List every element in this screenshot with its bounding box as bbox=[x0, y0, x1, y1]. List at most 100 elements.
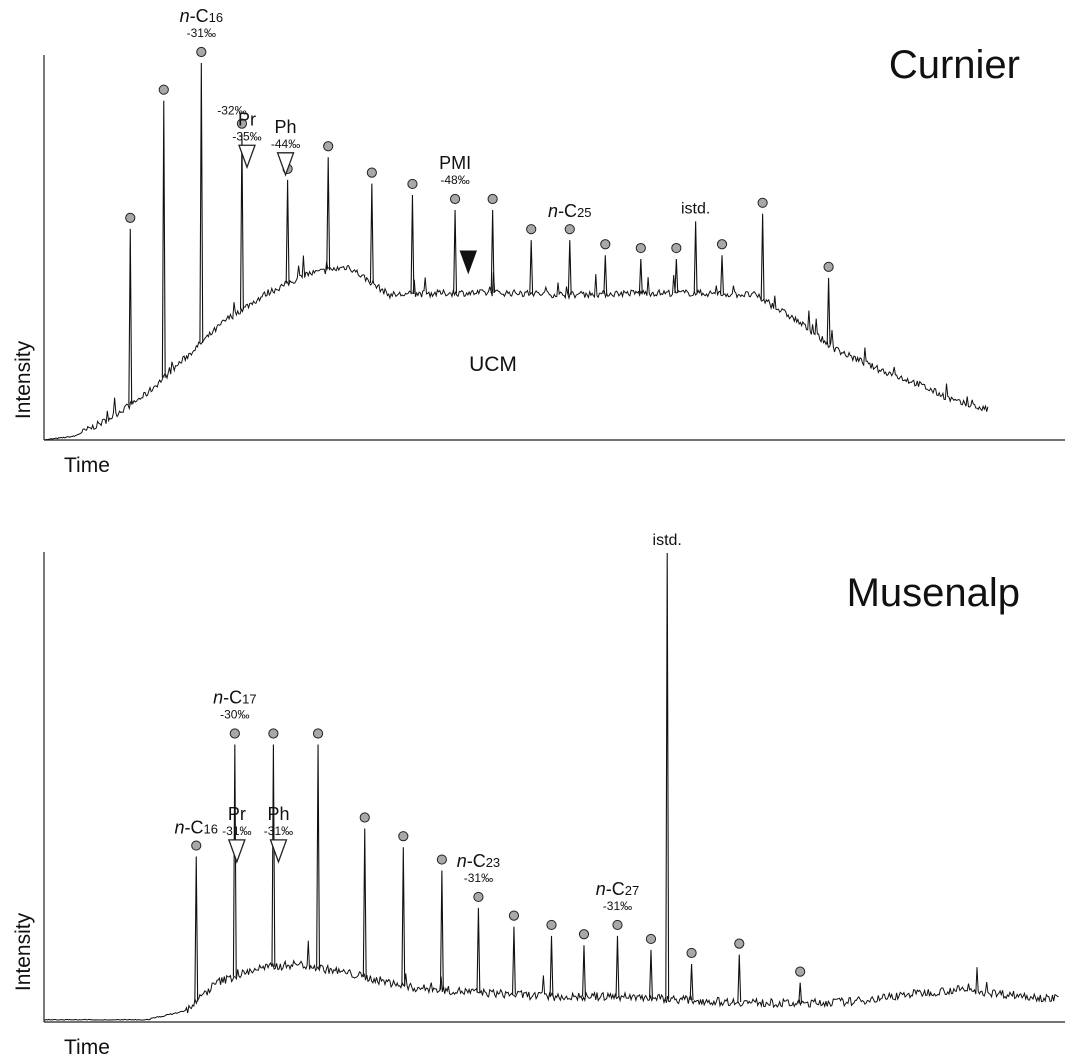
peak-value-0-2: -31‰ bbox=[187, 26, 216, 40]
peak-marker-triangle-0-5 bbox=[276, 152, 295, 177]
baseline-trace-0 bbox=[44, 255, 989, 441]
peak-marker-circle-0-18 bbox=[716, 239, 728, 250]
peak-label-1-2: Pr bbox=[228, 804, 246, 824]
peak-value-0-4: -35‰ bbox=[232, 129, 261, 143]
peak-marker-circle-0-20 bbox=[823, 261, 834, 272]
peak-marker-circle-0-16 bbox=[671, 242, 682, 254]
peak-1-0 bbox=[194, 856, 199, 1002]
peak-value-0-5: -44‰ bbox=[271, 137, 300, 151]
peak-0-8 bbox=[369, 183, 374, 283]
peak-marker-triangle-0-4 bbox=[238, 144, 256, 170]
peak-0-3 bbox=[239, 134, 244, 310]
peak-0-15 bbox=[638, 259, 643, 293]
peak-0-20 bbox=[826, 277, 831, 345]
curnier-title: Curnier bbox=[889, 43, 1020, 87]
baseline-trace-1 bbox=[44, 940, 1059, 1021]
peak-0-2 bbox=[199, 62, 204, 343]
peak-marker-triangle-1-2 bbox=[227, 839, 246, 864]
peak-marker-circle-1-3 bbox=[268, 728, 279, 739]
peak-1-5 bbox=[316, 744, 320, 968]
peak-marker-circle-1-5 bbox=[312, 728, 324, 739]
peak-value-1-4: -31‰ bbox=[264, 824, 293, 838]
peak-0-13 bbox=[567, 240, 572, 295]
peak-0-19 bbox=[760, 213, 765, 300]
peak-0-11 bbox=[490, 210, 495, 293]
curnier-panel: Curnier Intensity Time UCM n-C16-31‰ -32‰… bbox=[12, 6, 1065, 477]
musenalp-y-axis-label: Intensity bbox=[12, 912, 35, 991]
peak-marker-circle-1-14 bbox=[645, 933, 657, 945]
peak-0-14 bbox=[603, 255, 608, 294]
peak-value-left-0-3: -32‰ bbox=[217, 104, 246, 118]
peak-marker-circle-0-0 bbox=[125, 212, 136, 223]
peak-label-1-0: n-C16 bbox=[175, 818, 218, 838]
peak-1-3 bbox=[271, 744, 276, 967]
peak-label-1-9: n-C23 bbox=[457, 851, 500, 871]
peak-value-1-9: -31‰ bbox=[464, 871, 493, 885]
peak-marker-circle-0-12 bbox=[526, 224, 537, 235]
peak-0-18 bbox=[720, 255, 724, 294]
peak-value-1-2: -31‰ bbox=[222, 824, 251, 838]
peak-marker-circle-0-7 bbox=[323, 141, 334, 152]
peak-1-6 bbox=[362, 828, 367, 978]
peak-label-0-10: PMI bbox=[439, 153, 471, 173]
peak-1-14 bbox=[649, 949, 653, 998]
peak-1-16 bbox=[689, 963, 694, 1001]
peak-label-1-13: n-C27 bbox=[596, 879, 639, 899]
peak-0-9 bbox=[410, 194, 415, 295]
peak-marker-circle-0-9 bbox=[407, 178, 418, 190]
peak-marker-circle-1-6 bbox=[359, 812, 370, 823]
peak-label-0-2: n-C16 bbox=[180, 6, 223, 26]
peak-marker-circle-1-11 bbox=[546, 919, 557, 931]
peak-marker-circle-0-11 bbox=[487, 193, 498, 205]
peak-1-12 bbox=[582, 945, 586, 997]
peak-marker-triangle-1-4 bbox=[269, 839, 288, 864]
peak-value-0-10: -48‰ bbox=[440, 173, 469, 187]
peak-value-1-13: -31‰ bbox=[603, 899, 632, 913]
peak-1-8 bbox=[439, 870, 444, 990]
peak-label-0-17: istd. bbox=[681, 200, 710, 217]
peak-marker-circle-1-17 bbox=[734, 938, 745, 949]
peak-0-7 bbox=[326, 157, 331, 271]
peak-1-1 bbox=[232, 744, 237, 977]
peak-1-13 bbox=[615, 935, 620, 997]
peak-0-1 bbox=[161, 100, 166, 378]
peak-marker-circle-0-14 bbox=[600, 239, 611, 250]
peak-0-16 bbox=[674, 259, 679, 293]
peak-label-0-4: Pr bbox=[238, 109, 256, 129]
peak-0-0 bbox=[128, 228, 133, 405]
peak-marker-circle-1-0 bbox=[191, 840, 202, 851]
peak-marker-circle-1-7 bbox=[398, 831, 409, 842]
peak-marker-circle-0-2 bbox=[196, 46, 207, 58]
pmi-marker-triangle bbox=[459, 250, 477, 275]
peak-marker-circle-1-13 bbox=[612, 919, 623, 931]
peak-label-0-5: Ph bbox=[275, 117, 297, 137]
peak-1-10 bbox=[511, 926, 516, 995]
curnier-y-axis-label: Intensity bbox=[12, 340, 35, 419]
musenalp-panel: Musenalp Intensity Time n-C16 n-C17-30‰ Pr… bbox=[12, 532, 1065, 1057]
peak-marker-circle-1-9 bbox=[473, 891, 484, 903]
peak-1-11 bbox=[549, 935, 554, 997]
peak-marker-circle-1-18 bbox=[795, 966, 806, 977]
peak-marker-circle-0-10 bbox=[449, 193, 461, 205]
peak-1-18 bbox=[798, 982, 803, 1004]
peak-marker-circle-1-12 bbox=[578, 929, 590, 940]
peak-0-6 bbox=[285, 179, 290, 284]
peak-label-0-13: n-C25 bbox=[548, 201, 591, 221]
peak-0-17 bbox=[693, 221, 698, 294]
peak-marker-circle-0-13 bbox=[564, 224, 575, 235]
peak-label-1-15: istd. bbox=[653, 532, 682, 549]
peak-marker-circle-0-3 bbox=[236, 118, 248, 129]
peak-0-10 bbox=[453, 210, 458, 293]
peak-marker-circle-0-19 bbox=[757, 197, 768, 208]
peak-1-7 bbox=[401, 847, 406, 986]
peak-marker-circle-1-16 bbox=[686, 947, 697, 959]
peak-marker-circle-0-8 bbox=[366, 167, 377, 178]
peak-1-17 bbox=[737, 954, 742, 1003]
peak-marker-circle-1-8 bbox=[436, 854, 447, 865]
peak-label-1-1: n-C17 bbox=[213, 687, 256, 707]
peak-0-12 bbox=[529, 240, 534, 294]
peak-marker-circle-1-1 bbox=[229, 728, 240, 739]
curnier-x-axis-label: Time bbox=[64, 454, 110, 477]
ucm-label: UCM bbox=[469, 353, 517, 376]
